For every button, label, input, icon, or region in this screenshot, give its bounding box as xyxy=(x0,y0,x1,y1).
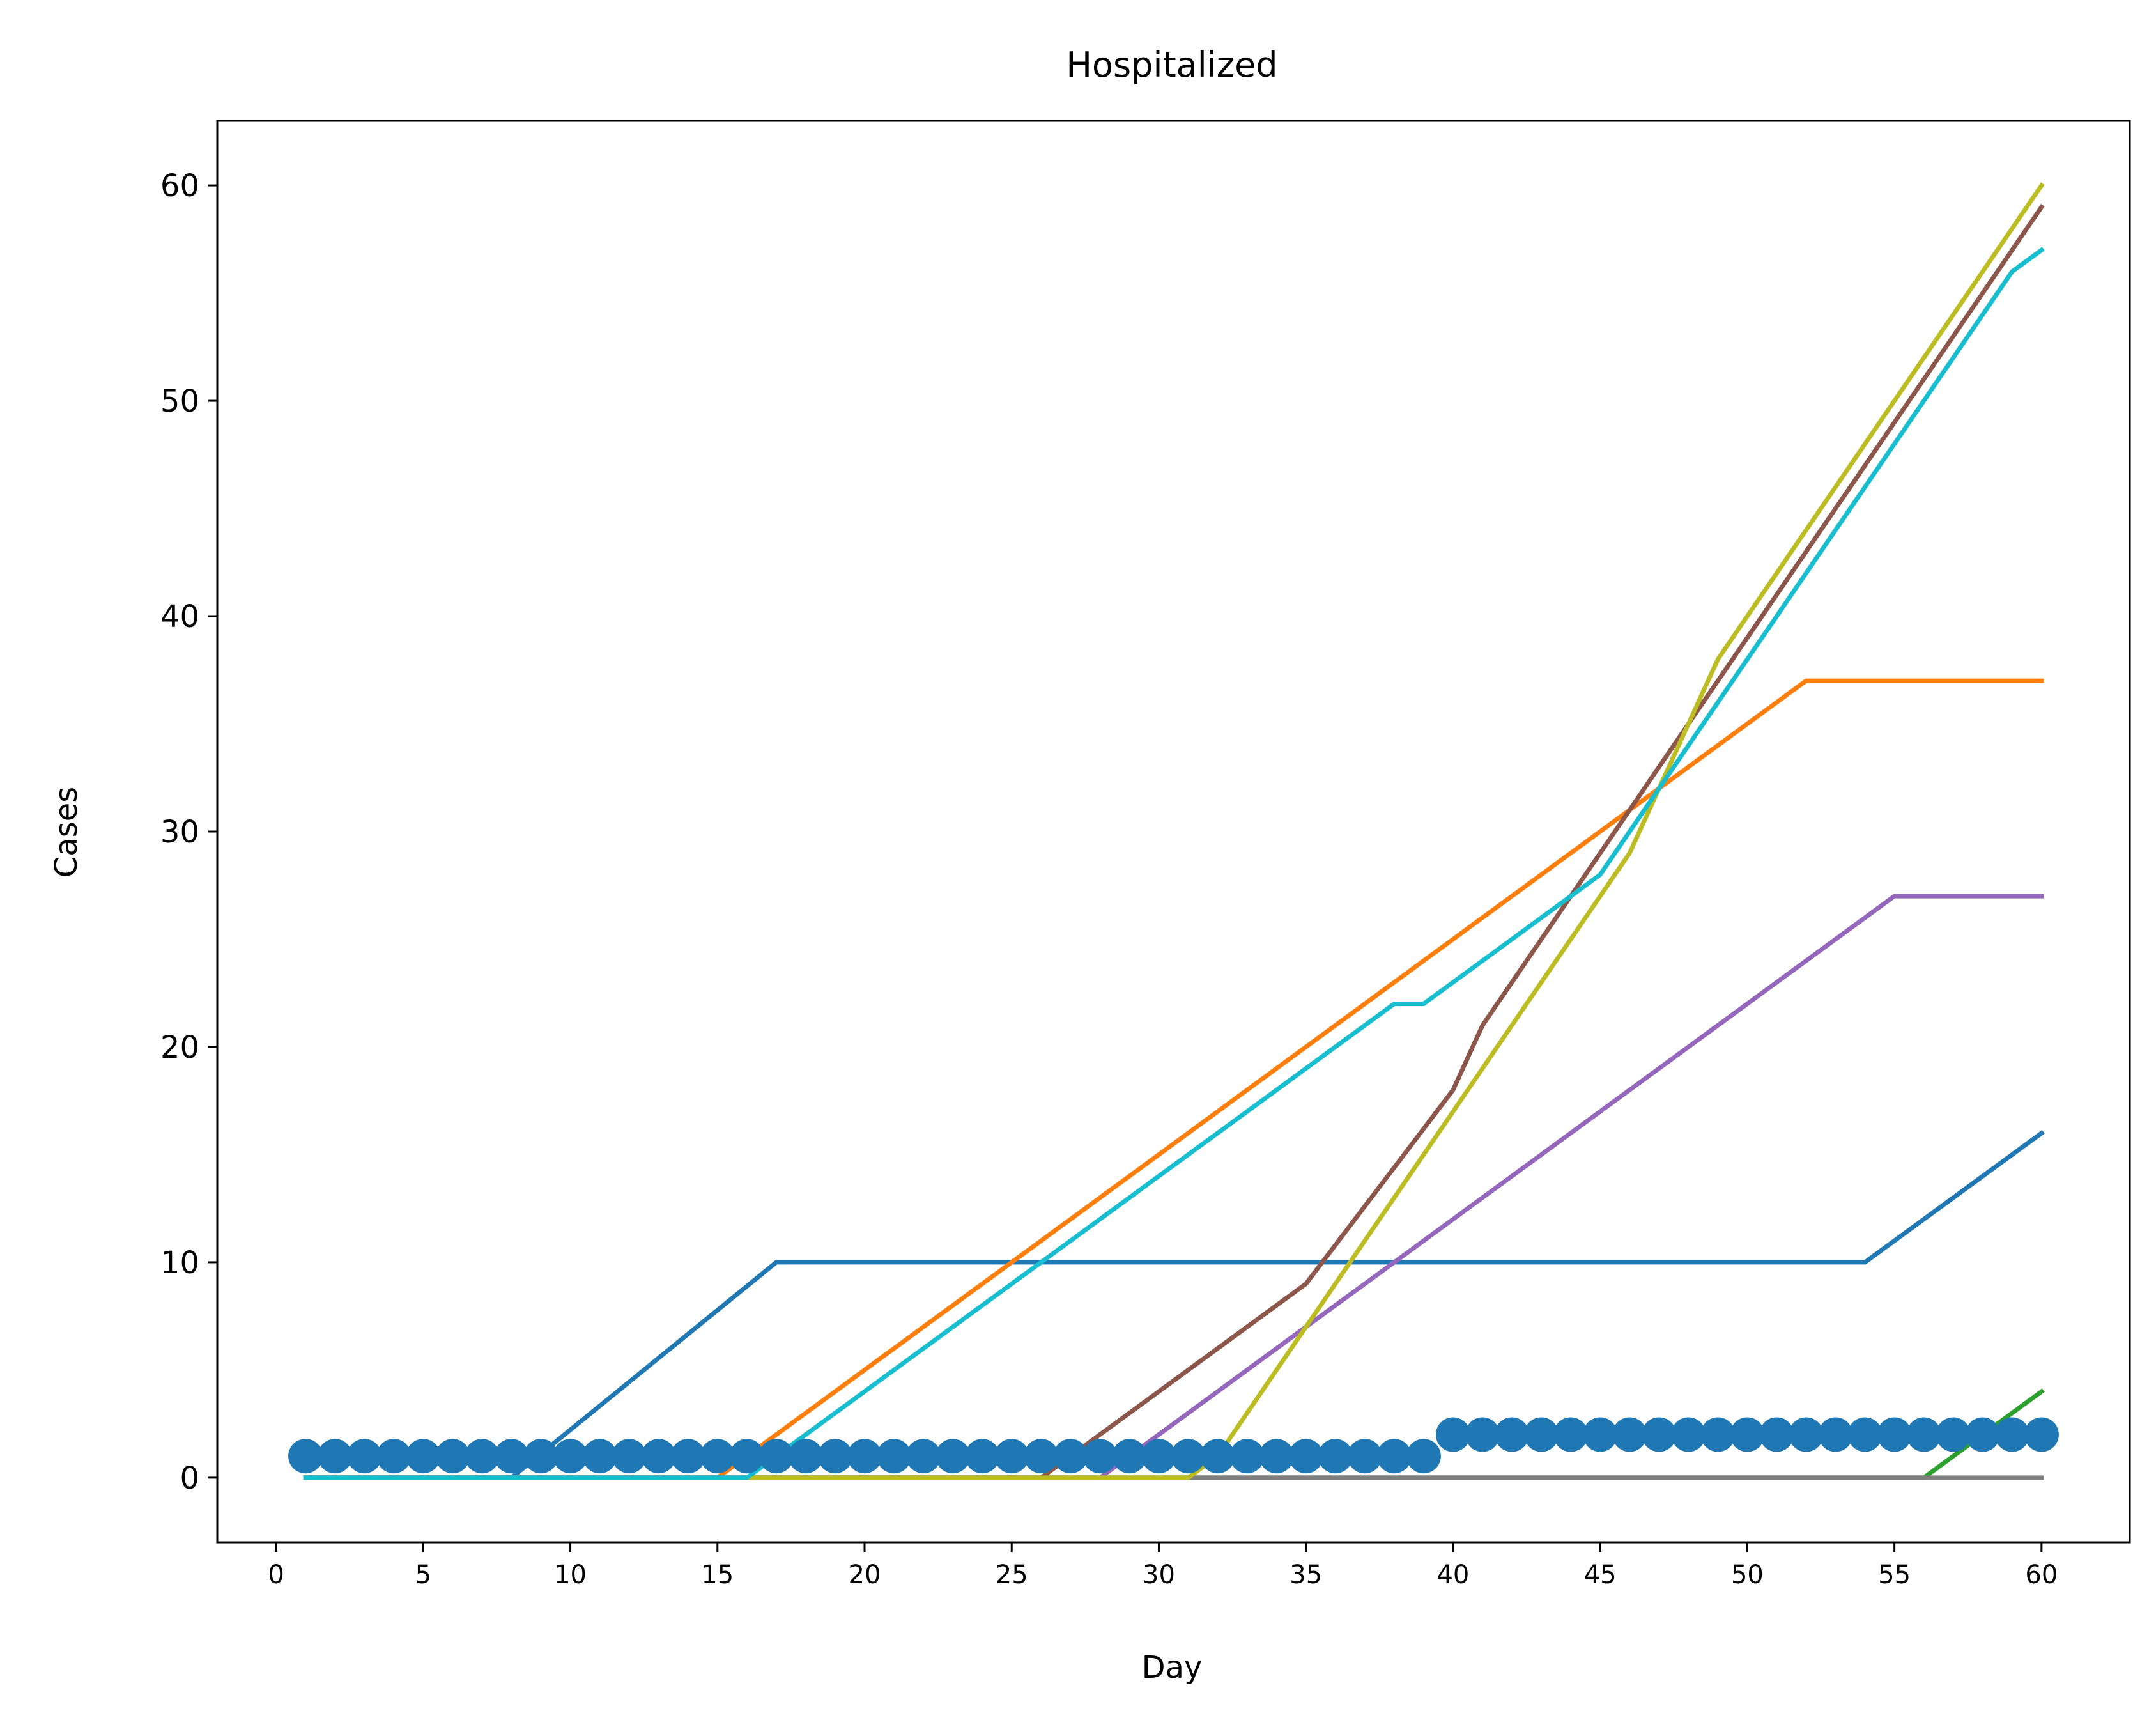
data-point xyxy=(1024,1439,1059,1474)
data-point xyxy=(1495,1417,1529,1452)
ticks-layer: 0 5 10 15 20 25 30 35 40 45 50 55 60 0 10 20 30 40 50 60 xyxy=(160,168,2058,1590)
x-tick-label: 15 xyxy=(701,1560,734,1590)
data-point xyxy=(670,1439,705,1474)
data-point xyxy=(1700,1417,1736,1452)
data-point xyxy=(1435,1417,1470,1452)
data-point xyxy=(1347,1439,1382,1474)
y-tick-label: 20 xyxy=(160,1030,199,1065)
plot-frame xyxy=(216,120,2131,1544)
data-point xyxy=(1730,1417,1765,1452)
y-tick-label: 40 xyxy=(160,599,199,635)
data-point xyxy=(994,1439,1029,1474)
x-tick-label: 20 xyxy=(849,1560,881,1590)
x-tick-label: 35 xyxy=(1290,1560,1322,1590)
x-tick-label: 50 xyxy=(1731,1560,1764,1590)
data-point xyxy=(1936,1417,1971,1452)
x-tick-label: 0 xyxy=(268,1560,284,1590)
x-tick-label: 55 xyxy=(1878,1560,1911,1590)
x-tick-label: 60 xyxy=(2025,1560,2058,1590)
data-point xyxy=(406,1439,441,1474)
x-axis-label: Day xyxy=(1142,1650,1203,1685)
data-point xyxy=(376,1439,412,1474)
x-tick-label: 40 xyxy=(1436,1560,1469,1590)
data-point xyxy=(1082,1439,1118,1474)
y-tick-label: 30 xyxy=(160,814,199,850)
data-point xyxy=(612,1439,647,1474)
x-tick-label: 10 xyxy=(554,1560,587,1590)
data-point xyxy=(1965,1417,2000,1452)
data-point xyxy=(1112,1439,1147,1474)
data-point xyxy=(553,1439,588,1474)
y-axis-label: Cases xyxy=(49,787,84,878)
data-point xyxy=(1288,1439,1323,1474)
data-point xyxy=(1465,1417,1500,1452)
data-point xyxy=(1318,1439,1353,1474)
data-point xyxy=(965,1439,1000,1474)
x-tick-label: 45 xyxy=(1584,1560,1617,1590)
data-point xyxy=(1818,1417,1853,1452)
x-tick-label: 25 xyxy=(996,1560,1028,1590)
data-point xyxy=(494,1439,529,1474)
data-point xyxy=(758,1439,794,1474)
series-line-7 xyxy=(303,247,2045,1480)
data-point xyxy=(729,1439,764,1474)
data-point xyxy=(641,1439,676,1474)
data-point xyxy=(1759,1417,1794,1452)
data-point xyxy=(1789,1417,1824,1452)
data-point xyxy=(523,1439,558,1474)
y-tick-label: 60 xyxy=(160,168,199,204)
series-line-6 xyxy=(303,182,2045,1480)
y-tick-label: 50 xyxy=(160,383,199,419)
data-point xyxy=(788,1439,823,1474)
data-point xyxy=(936,1439,971,1474)
data-point xyxy=(1583,1417,1618,1452)
data-point xyxy=(2024,1417,2059,1452)
y-tick-label: 0 xyxy=(180,1460,199,1496)
data-point xyxy=(1671,1417,1706,1452)
data-point xyxy=(318,1439,353,1474)
data-point xyxy=(1406,1439,1441,1474)
data-point xyxy=(1994,1417,2029,1452)
data-point xyxy=(847,1439,882,1474)
data-point xyxy=(1553,1417,1589,1452)
data-point xyxy=(465,1439,500,1474)
data-point xyxy=(435,1439,470,1474)
data-point xyxy=(818,1439,852,1474)
data-point xyxy=(1171,1439,1206,1474)
data-point xyxy=(906,1439,941,1474)
chart-title: Hospitalized xyxy=(1066,45,1277,85)
data-point xyxy=(1053,1439,1088,1474)
data-point xyxy=(1877,1417,1912,1452)
data-point xyxy=(1642,1417,1677,1452)
data-point xyxy=(700,1439,735,1474)
data-point xyxy=(1200,1439,1235,1474)
series-layer xyxy=(288,182,2059,1480)
x-tick-label: 5 xyxy=(415,1560,431,1590)
data-point xyxy=(1376,1439,1412,1474)
data-point xyxy=(347,1439,382,1474)
data-point xyxy=(1906,1417,1941,1452)
data-point xyxy=(877,1439,912,1474)
data-point xyxy=(1259,1439,1294,1474)
data-point xyxy=(1612,1417,1647,1452)
data-point xyxy=(1847,1417,1883,1452)
data-point xyxy=(1229,1439,1265,1474)
data-point xyxy=(1524,1417,1559,1452)
y-tick-label: 10 xyxy=(160,1245,199,1281)
data-point xyxy=(582,1439,617,1474)
data-point xyxy=(1141,1439,1176,1474)
data-point xyxy=(288,1439,323,1474)
x-tick-label: 30 xyxy=(1143,1560,1175,1590)
